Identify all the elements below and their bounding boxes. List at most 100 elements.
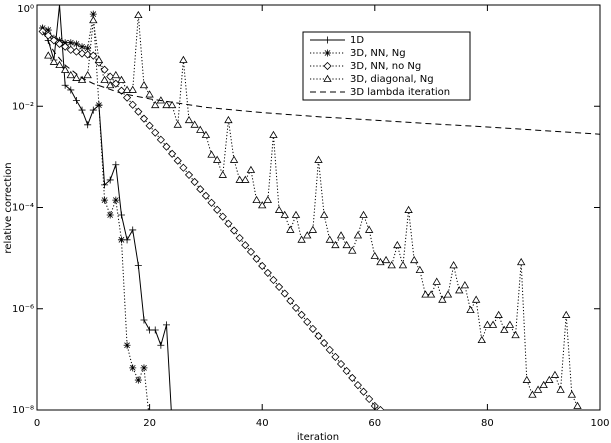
data-point xyxy=(505,320,515,328)
y-axis-label: relative correction xyxy=(3,162,14,253)
data-point xyxy=(139,114,149,123)
data-point xyxy=(117,211,125,219)
x-tick-label: 80 xyxy=(481,418,494,429)
data-point xyxy=(573,401,582,409)
data-point xyxy=(556,385,565,393)
data-point xyxy=(157,341,165,349)
data-point xyxy=(224,219,233,228)
data-point xyxy=(297,235,306,243)
y-tick-label: 10⁰ xyxy=(17,4,34,15)
data-point xyxy=(314,155,323,163)
data-point xyxy=(410,255,419,264)
data-point xyxy=(44,31,53,40)
data-point xyxy=(269,275,278,285)
data-point xyxy=(246,247,256,256)
data-point xyxy=(460,281,470,289)
data-point xyxy=(140,364,148,372)
data-point xyxy=(184,170,194,179)
data-point xyxy=(314,331,323,341)
data-point xyxy=(494,310,503,318)
plot-area xyxy=(38,5,600,429)
data-point xyxy=(213,205,222,214)
data-point xyxy=(353,231,363,239)
data-point xyxy=(342,366,351,376)
data-point xyxy=(134,107,143,116)
data-point xyxy=(477,335,486,344)
data-point xyxy=(122,85,132,93)
legend-marker xyxy=(324,49,331,57)
data-point xyxy=(156,135,165,144)
data-point xyxy=(106,176,114,184)
data-point xyxy=(274,205,284,213)
data-point xyxy=(83,70,92,79)
data-point xyxy=(443,290,453,298)
data-point xyxy=(398,261,408,269)
data-point xyxy=(359,210,368,218)
x-tick-label: 100 xyxy=(590,418,609,429)
data-point xyxy=(500,325,509,333)
data-point xyxy=(511,330,520,339)
data-point xyxy=(134,376,142,384)
data-point xyxy=(179,163,188,172)
y-tick-label: 10⁻⁸ xyxy=(12,405,34,416)
data-point xyxy=(567,390,577,398)
data-point xyxy=(89,15,98,24)
data-point xyxy=(488,320,498,328)
data-point xyxy=(303,317,312,326)
data-point xyxy=(229,226,239,235)
data-point xyxy=(291,303,301,312)
data-point xyxy=(280,210,289,218)
data-point xyxy=(308,324,317,333)
data-point xyxy=(89,106,97,114)
legend-marker xyxy=(323,61,332,71)
series-line xyxy=(47,15,578,407)
series-line xyxy=(42,31,600,135)
data-point xyxy=(190,120,199,128)
x-tick-label: 0 xyxy=(34,418,40,429)
data-point xyxy=(224,115,233,124)
data-point xyxy=(483,320,492,328)
data-point xyxy=(151,100,160,109)
data-point xyxy=(134,261,142,269)
y-tick-label: 10⁻⁴ xyxy=(12,203,34,214)
data-point xyxy=(123,93,132,102)
data-point xyxy=(117,236,125,244)
data-point xyxy=(72,40,80,48)
data-point xyxy=(128,100,137,109)
data-point xyxy=(348,373,357,382)
data-point xyxy=(196,185,205,194)
data-point xyxy=(539,380,548,389)
data-point xyxy=(263,195,273,204)
y-tick-label: 10⁻² xyxy=(12,101,34,112)
data-point xyxy=(168,149,177,158)
data-point xyxy=(325,345,334,354)
data-point xyxy=(55,39,64,49)
data-point xyxy=(376,257,385,266)
data-point xyxy=(528,390,537,398)
data-point xyxy=(297,310,306,319)
data-point xyxy=(129,226,137,234)
data-point xyxy=(516,257,526,266)
data-point xyxy=(173,156,182,165)
data-point xyxy=(387,261,396,269)
data-point xyxy=(84,121,92,129)
data-point xyxy=(252,195,261,204)
data-point xyxy=(432,277,441,285)
data-point xyxy=(112,161,120,169)
data-point xyxy=(331,240,340,249)
data-point xyxy=(196,125,205,133)
data-point xyxy=(72,73,81,81)
data-point xyxy=(169,422,176,429)
data-point xyxy=(241,175,250,183)
data-point xyxy=(49,57,59,65)
data-point xyxy=(286,296,295,305)
data-point xyxy=(49,36,58,45)
data-point xyxy=(291,210,301,218)
data-point xyxy=(56,5,64,9)
data-point xyxy=(106,72,115,81)
data-point xyxy=(415,265,425,274)
data-point xyxy=(106,211,114,219)
data-point xyxy=(83,50,92,59)
data-point xyxy=(72,47,81,56)
